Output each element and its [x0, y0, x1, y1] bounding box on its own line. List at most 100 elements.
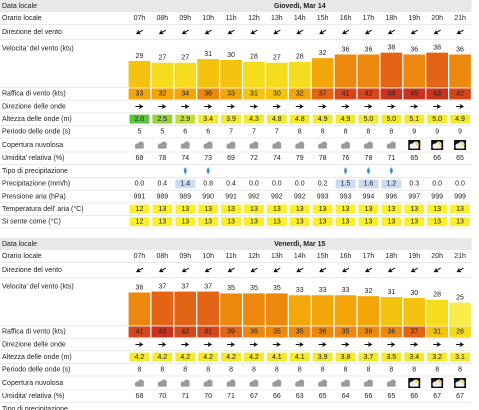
cloud-icon — [386, 379, 396, 387]
row-label: Pressione aria (hPa) — [2, 193, 66, 200]
gust-cell — [197, 326, 219, 338]
cloud-icon-moon — [438, 379, 443, 383]
temp-value: 13 — [433, 219, 441, 226]
wind-arrow — [410, 267, 418, 273]
gust-value: 42 — [365, 91, 373, 98]
temp-cell — [289, 204, 310, 214]
cell-value: 74 — [181, 155, 189, 162]
gust-value: 43 — [433, 91, 441, 98]
wave-cell — [312, 114, 333, 124]
cloud-icon-base — [409, 146, 419, 149]
temp-value: 13 — [387, 206, 395, 213]
cell-value: 9 — [458, 129, 462, 136]
cloud-icon — [134, 379, 144, 387]
wind-arrow-head — [250, 267, 256, 273]
wind-value: 31 — [204, 51, 212, 58]
wave-cell — [427, 352, 448, 362]
wave-arrow — [181, 103, 190, 110]
wind-arrow-head — [250, 29, 256, 35]
date: Venerdì, Mar 15 — [274, 241, 325, 248]
row-label: Velocita' del vento (kts) — [2, 45, 74, 52]
hour: 14h — [294, 253, 306, 260]
wave-value: 4.3 — [249, 116, 259, 123]
wind-arrow-head — [319, 29, 325, 35]
temp-cell — [358, 217, 379, 227]
precip-value: 0.0 — [455, 181, 465, 188]
cell-value: 8 — [137, 367, 141, 374]
cell-value: 994 — [363, 193, 375, 200]
cloud-icon-base — [318, 146, 328, 149]
cell-value: 989 — [157, 193, 169, 200]
time-label: Orario locale — [2, 15, 42, 22]
wind-value: 31 — [387, 289, 395, 296]
cloud-icon-base — [341, 384, 351, 387]
cloud-icon — [295, 141, 305, 149]
temp-value: 13 — [319, 206, 327, 213]
gust-value: 36 — [319, 329, 327, 336]
precip-value: 0.0 — [295, 181, 305, 188]
cloud-icon — [180, 141, 190, 149]
wave-value: 5.1 — [409, 116, 419, 123]
wave-arrow — [227, 341, 236, 348]
wind-bar — [357, 296, 380, 326]
precip-value: 0.4 — [226, 181, 236, 188]
gust-value: 36 — [204, 91, 212, 98]
wind-value: 33 — [319, 287, 327, 294]
cell-value: 8 — [229, 367, 233, 374]
row-label: Raffica di vento (kts) — [2, 91, 66, 98]
row-label: Raffica di vento (kts) — [2, 329, 66, 336]
gust-cell — [151, 88, 174, 100]
wind-arrow-head — [387, 29, 394, 35]
wave-value: 4.2 — [203, 354, 213, 361]
cloud-icon — [408, 140, 421, 150]
temp-value: 12 — [136, 206, 144, 213]
wave-arrow-head — [207, 341, 213, 348]
wave-cell — [335, 352, 356, 362]
cell-value: 992 — [294, 193, 306, 200]
cell-value: 8 — [344, 367, 348, 374]
wind-value: 36 — [410, 46, 418, 53]
gust-cell — [311, 326, 334, 338]
wind-bar — [128, 292, 151, 326]
wind-value: 25 — [456, 294, 464, 301]
hour: 18h — [386, 15, 398, 22]
precip-value: 1.2 — [386, 181, 396, 188]
wave-arrow — [410, 341, 419, 348]
wind-value: 32 — [319, 50, 327, 57]
gust-value: 42 — [456, 91, 464, 98]
cloud-icon-base — [386, 384, 396, 387]
wave-cell — [198, 114, 219, 124]
wave-arrow-head — [322, 103, 327, 110]
cell-value: 68 — [136, 155, 144, 162]
wave-arrow — [135, 341, 144, 348]
wave-value: 5.0 — [432, 116, 442, 123]
hour: 19h — [408, 15, 420, 22]
wave-value: 5.0 — [386, 116, 396, 123]
precip-value: 0.2 — [318, 181, 328, 188]
wind-bar — [288, 295, 311, 326]
temp-cell — [175, 217, 196, 227]
cloud-icon-base — [272, 146, 282, 149]
cloud-icon-base — [157, 146, 167, 149]
wave-cell — [152, 114, 173, 124]
cloud-icon-base — [134, 146, 144, 149]
cell-value: 8 — [389, 367, 393, 374]
precip-cell — [175, 179, 196, 189]
hour: 16h — [340, 15, 352, 22]
wind-bar — [243, 293, 265, 326]
cell-value: 991 — [225, 193, 237, 200]
hour: 14h — [294, 15, 306, 22]
gust-value: 33 — [227, 91, 235, 98]
wind-bar — [288, 61, 311, 88]
wind-bar — [380, 297, 403, 326]
temp-value: 13 — [456, 219, 464, 226]
temp-value: 13 — [410, 206, 418, 213]
gust-cell — [128, 88, 151, 100]
cloud-icon — [157, 141, 167, 149]
hour: 13h — [271, 15, 283, 22]
gust-value: 31 — [250, 91, 258, 98]
cell-value: 990 — [202, 193, 214, 200]
gust-cell — [266, 88, 288, 100]
cloud-icon — [295, 379, 305, 387]
